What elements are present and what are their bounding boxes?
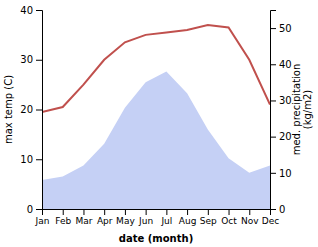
tick-label: Jul (160, 216, 172, 226)
tick: 20 (270, 131, 292, 142)
tick-label: 30 (279, 95, 292, 106)
tick: Apr (97, 209, 113, 226)
tick-label: Aug (179, 216, 197, 226)
tick: 50 (270, 23, 292, 34)
tick-label: 0 (27, 204, 33, 215)
tick: 0 (27, 204, 42, 215)
tick-mark (104, 209, 105, 215)
tick: Jan (35, 209, 50, 226)
tick-label: 20 (279, 131, 292, 142)
tick-label: Sep (200, 216, 217, 226)
axis-line (36, 11, 43, 210)
tick-mark (146, 209, 147, 215)
marks (42, 25, 270, 209)
tick: May (116, 209, 135, 226)
tick-mark (208, 209, 209, 215)
tick: 40 (270, 59, 292, 70)
tick-label: May (116, 216, 135, 226)
tick-mark (270, 209, 276, 210)
tick-label: Nov (241, 216, 259, 226)
y2-axis-title: med. precipitation(kg/m2) (291, 64, 313, 156)
line (42, 25, 270, 112)
x-axis-title: date (month) (119, 233, 193, 244)
tick-label: 10 (279, 168, 292, 179)
tick-label: Apr (97, 216, 113, 226)
tick: 30 (270, 95, 292, 106)
tick-label: Jun (138, 216, 153, 226)
tick-mark (270, 64, 276, 65)
tick: Nov (241, 209, 259, 226)
tick-label: Feb (55, 216, 71, 226)
tick-mark (229, 209, 230, 215)
tick: 10 (270, 168, 292, 179)
tick-label: 0 (279, 204, 285, 215)
tick: Aug (179, 209, 197, 226)
y-axis-title: max temp (C) (3, 75, 14, 144)
tick-mark (249, 209, 250, 215)
tick-label: 30 (20, 54, 33, 65)
tick-mark (270, 100, 276, 101)
tick: 30 (20, 54, 42, 65)
chart: JanFebMarAprMayJunJulAugSepOctNovDec0102… (0, 0, 318, 247)
tick-mark (36, 10, 42, 11)
tick-mark (187, 209, 188, 215)
tick-mark (36, 60, 42, 61)
y2-axis-title-line: med. precipitation (291, 64, 302, 156)
tick-mark (36, 110, 42, 111)
tick-mark (166, 209, 167, 215)
tick: 20 (20, 104, 42, 115)
tick-mark (270, 173, 276, 174)
tick-mark (36, 159, 42, 160)
tick: 40 (20, 5, 42, 16)
tick-label: 40 (279, 59, 292, 70)
tick: Jul (160, 209, 172, 226)
tick: Dec (262, 209, 279, 226)
tick: Oct (221, 209, 237, 226)
axis-line (43, 210, 271, 216)
tick-label: Dec (262, 216, 279, 226)
tick-mark (36, 209, 42, 210)
tick-mark (270, 28, 276, 29)
tick: 0 (270, 204, 285, 215)
tick: Feb (55, 209, 71, 226)
tick: Jun (138, 209, 153, 226)
plot: JanFebMarAprMayJunJulAugSepOctNovDec0102… (20, 5, 291, 227)
tick-mark (63, 209, 64, 215)
axis-line (271, 11, 277, 210)
tick: Sep (200, 209, 217, 226)
tick-label: 50 (279, 23, 292, 34)
y2-axis: 0 10 20 30 40 50 (270, 11, 292, 215)
tick-label: 40 (20, 5, 33, 16)
tick-mark (125, 209, 126, 215)
tick-mark (83, 209, 84, 215)
tick-label: Jan (35, 216, 50, 226)
tick: Mar (75, 209, 92, 226)
tick-label: 10 (20, 154, 33, 165)
y2-axis-title-line: (kg/m2) (302, 90, 313, 130)
y-axis: 0 10 20 30 40 (20, 5, 42, 215)
tick: 10 (20, 154, 42, 165)
x-axis: Jan Feb Mar AprMayJun Jul AugSep Oct NovDec (35, 209, 280, 226)
tick-label: 20 (20, 104, 33, 115)
tick-mark (270, 137, 276, 138)
tick-label: Oct (221, 216, 237, 226)
tick-label: Mar (75, 216, 92, 226)
